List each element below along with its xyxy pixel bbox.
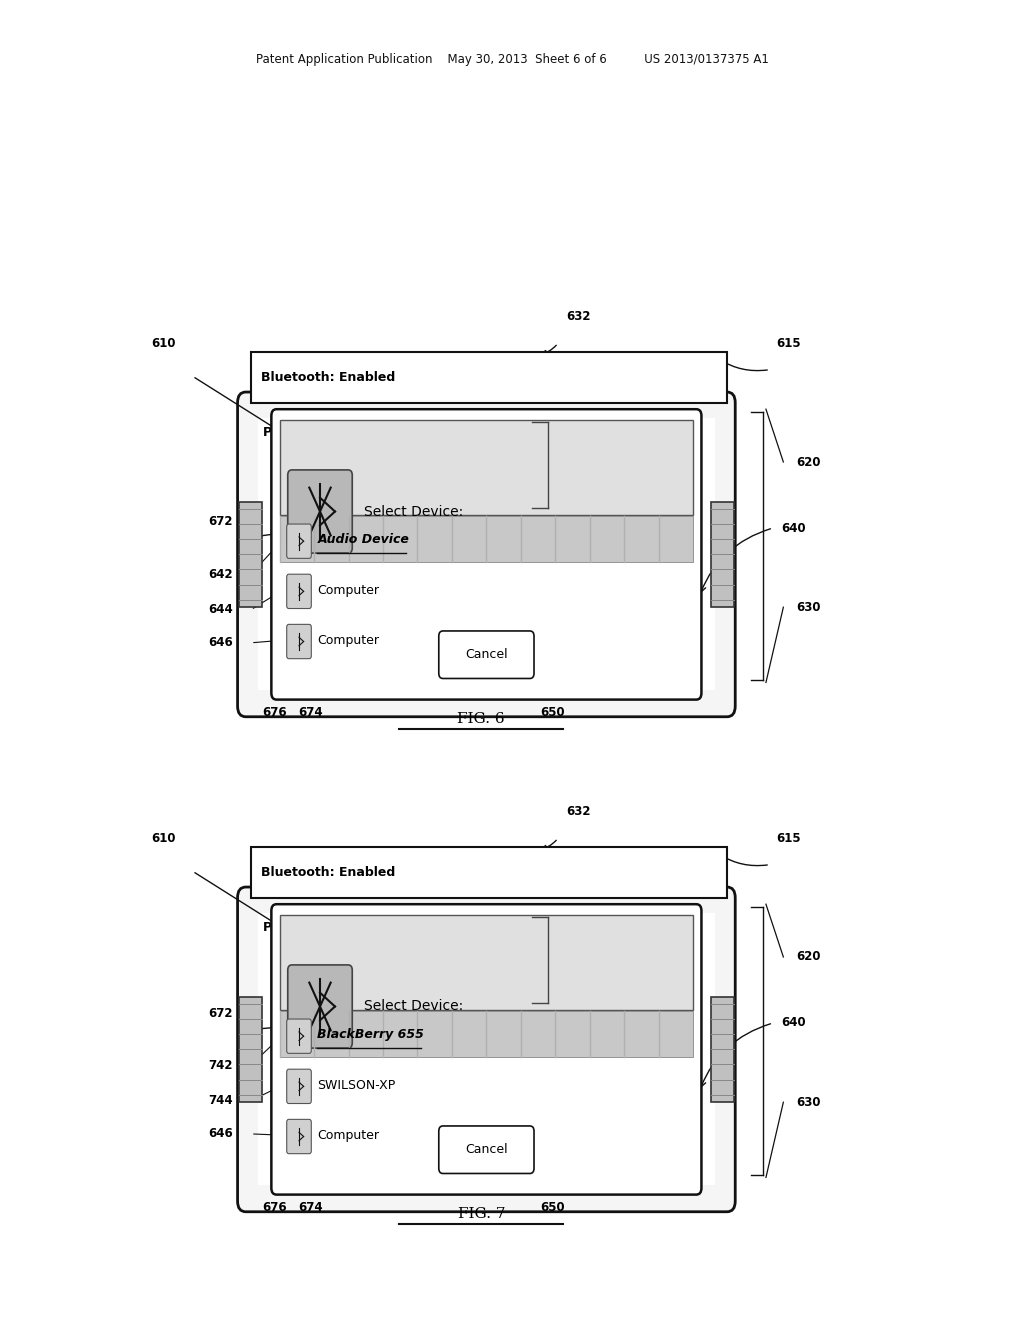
FancyBboxPatch shape xyxy=(287,1069,311,1104)
Text: Bluetooth: Enabled: Bluetooth: Enabled xyxy=(261,866,395,879)
Bar xyxy=(280,420,693,515)
Bar xyxy=(712,502,734,607)
Text: Cancel: Cancel xyxy=(465,648,508,661)
Bar xyxy=(239,502,261,607)
Text: 676: 676 xyxy=(262,706,287,719)
FancyBboxPatch shape xyxy=(271,904,701,1195)
Text: 672: 672 xyxy=(208,1007,232,1020)
Text: Computer: Computer xyxy=(317,1129,380,1142)
Text: Computer: Computer xyxy=(317,634,380,647)
Text: 615: 615 xyxy=(776,832,801,845)
Text: 610: 610 xyxy=(152,832,176,845)
Text: 630: 630 xyxy=(797,1096,821,1109)
Text: 620: 620 xyxy=(797,950,821,964)
Text: Cancel: Cancel xyxy=(465,1143,508,1156)
Text: 674: 674 xyxy=(298,706,323,719)
Text: 742: 742 xyxy=(208,1059,232,1072)
FancyBboxPatch shape xyxy=(288,470,352,553)
Text: FIG. 6: FIG. 6 xyxy=(458,713,505,726)
Text: 646: 646 xyxy=(208,636,232,649)
FancyBboxPatch shape xyxy=(238,392,735,717)
Text: Select Device:: Select Device: xyxy=(364,504,463,519)
Bar xyxy=(251,352,727,403)
FancyBboxPatch shape xyxy=(238,887,735,1212)
FancyBboxPatch shape xyxy=(287,1019,311,1053)
Bar xyxy=(258,913,715,1185)
Text: 744: 744 xyxy=(208,1094,232,1107)
Text: Select Device:: Select Device: xyxy=(364,999,463,1014)
Text: 610: 610 xyxy=(152,337,176,350)
Bar xyxy=(712,997,734,1102)
Text: SWILSON-XP: SWILSON-XP xyxy=(317,1078,395,1092)
Text: 632: 632 xyxy=(566,805,591,818)
Bar xyxy=(280,516,693,562)
Text: Patent Application Publication    May 30, 2013  Sheet 6 of 6          US 2013/01: Patent Application Publication May 30, 2… xyxy=(256,53,768,66)
Text: 615: 615 xyxy=(776,337,801,350)
Text: Computer: Computer xyxy=(317,583,380,597)
Text: Paired Devices:: Paired Devices: xyxy=(263,426,372,440)
Text: 672: 672 xyxy=(208,515,232,528)
Text: 620: 620 xyxy=(797,455,821,469)
Text: Paired Devices:: Paired Devices: xyxy=(263,921,372,935)
Text: Bluetooth: Enabled: Bluetooth: Enabled xyxy=(261,371,395,384)
Text: 630: 630 xyxy=(797,601,821,614)
FancyBboxPatch shape xyxy=(287,524,311,558)
FancyBboxPatch shape xyxy=(287,1119,311,1154)
Bar xyxy=(280,915,693,1010)
FancyBboxPatch shape xyxy=(287,624,311,659)
Text: 650: 650 xyxy=(541,1201,565,1214)
Bar xyxy=(251,847,727,898)
Text: 632: 632 xyxy=(566,310,591,323)
Text: 640: 640 xyxy=(781,521,806,535)
Bar xyxy=(239,997,261,1102)
Bar xyxy=(258,418,715,690)
Text: 640: 640 xyxy=(781,1016,806,1030)
Text: FIG. 7: FIG. 7 xyxy=(458,1208,505,1221)
FancyBboxPatch shape xyxy=(287,574,311,609)
Text: 642: 642 xyxy=(208,568,232,581)
Text: 674: 674 xyxy=(298,1201,323,1214)
Bar xyxy=(280,1011,693,1057)
FancyBboxPatch shape xyxy=(271,409,701,700)
FancyBboxPatch shape xyxy=(438,1126,535,1173)
Text: 676: 676 xyxy=(262,1201,287,1214)
Text: 644: 644 xyxy=(208,603,232,616)
Text: Audio Device: Audio Device xyxy=(317,533,410,546)
Text: 650: 650 xyxy=(541,706,565,719)
FancyBboxPatch shape xyxy=(438,631,535,678)
FancyBboxPatch shape xyxy=(288,965,352,1048)
Text: 646: 646 xyxy=(208,1127,232,1140)
Text: BlackBerry 655: BlackBerry 655 xyxy=(317,1028,424,1041)
